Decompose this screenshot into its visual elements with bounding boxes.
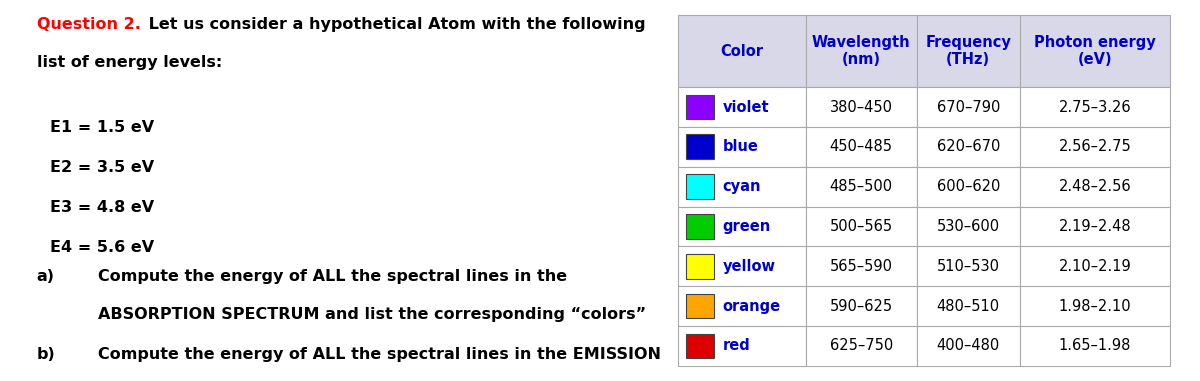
- Text: 590–625: 590–625: [829, 299, 893, 314]
- Text: 625–750: 625–750: [829, 338, 893, 353]
- Bar: [806, 247, 917, 286]
- Bar: [806, 207, 917, 247]
- Text: Frequency
(THz): Frequency (THz): [925, 35, 1012, 67]
- Bar: [917, 326, 1020, 366]
- Bar: [685, 134, 714, 159]
- Text: 2.48–2.56: 2.48–2.56: [1058, 179, 1132, 194]
- Bar: [1020, 326, 1170, 366]
- Bar: [1020, 167, 1170, 207]
- Text: 620–670: 620–670: [936, 139, 1000, 154]
- Text: violet: violet: [722, 99, 769, 115]
- Text: 510–530: 510–530: [937, 259, 1000, 274]
- Bar: [806, 15, 917, 87]
- Text: E3 = 4.8 eV: E3 = 4.8 eV: [49, 200, 154, 215]
- Text: 670–790: 670–790: [936, 99, 1000, 115]
- Text: list of energy levels:: list of energy levels:: [37, 55, 222, 70]
- Text: 1.65–1.98: 1.65–1.98: [1058, 338, 1132, 353]
- Bar: [1020, 207, 1170, 247]
- Bar: [1020, 87, 1170, 127]
- Bar: [806, 286, 917, 326]
- Text: 380–450: 380–450: [829, 99, 893, 115]
- Bar: [806, 87, 917, 127]
- Bar: [685, 94, 714, 119]
- Text: cyan: cyan: [722, 179, 761, 194]
- Text: 530–600: 530–600: [937, 219, 1000, 234]
- Text: 2.19–2.48: 2.19–2.48: [1058, 219, 1132, 234]
- Text: 400–480: 400–480: [937, 338, 1000, 353]
- Text: 565–590: 565–590: [829, 259, 893, 274]
- Text: 485–500: 485–500: [829, 179, 893, 194]
- Bar: [678, 127, 806, 167]
- Bar: [1020, 286, 1170, 326]
- Text: E1 = 1.5 eV: E1 = 1.5 eV: [49, 120, 154, 135]
- Text: 2.75–3.26: 2.75–3.26: [1058, 99, 1132, 115]
- Text: 1.98–2.10: 1.98–2.10: [1058, 299, 1132, 314]
- Text: Photon energy
(eV): Photon energy (eV): [1034, 35, 1156, 67]
- Bar: [678, 207, 806, 247]
- Bar: [806, 127, 917, 167]
- Bar: [685, 254, 714, 279]
- Bar: [685, 214, 714, 239]
- Bar: [917, 286, 1020, 326]
- Text: E2 = 3.5 eV: E2 = 3.5 eV: [49, 160, 154, 175]
- Bar: [1020, 15, 1170, 87]
- Bar: [678, 247, 806, 286]
- Text: Color: Color: [720, 44, 763, 59]
- Bar: [678, 15, 806, 87]
- Text: 500–565: 500–565: [829, 219, 893, 234]
- Bar: [685, 174, 714, 199]
- Text: orange: orange: [722, 299, 781, 314]
- Bar: [806, 326, 917, 366]
- Bar: [678, 167, 806, 207]
- Text: yellow: yellow: [722, 259, 775, 274]
- Bar: [917, 207, 1020, 247]
- Bar: [685, 294, 714, 319]
- Text: Question 2.: Question 2.: [37, 17, 140, 32]
- Bar: [806, 167, 917, 207]
- Text: 480–510: 480–510: [937, 299, 1000, 314]
- Text: blue: blue: [722, 139, 758, 154]
- Text: 2.10–2.19: 2.10–2.19: [1058, 259, 1132, 274]
- Text: green: green: [722, 219, 772, 234]
- Text: a): a): [37, 269, 55, 283]
- Bar: [678, 286, 806, 326]
- Text: Let us consider a hypothetical Atom with the following: Let us consider a hypothetical Atom with…: [143, 17, 646, 32]
- Bar: [678, 326, 806, 366]
- Bar: [917, 15, 1020, 87]
- Text: Compute the energy of ALL the spectral lines in the EMISSION: Compute the energy of ALL the spectral l…: [98, 347, 661, 362]
- Bar: [917, 127, 1020, 167]
- Bar: [1020, 127, 1170, 167]
- Text: red: red: [722, 338, 750, 353]
- Text: b): b): [37, 347, 55, 362]
- Text: 2.56–2.75: 2.56–2.75: [1058, 139, 1132, 154]
- Bar: [678, 87, 806, 127]
- Bar: [917, 167, 1020, 207]
- Bar: [917, 247, 1020, 286]
- Text: E4 = 5.6 eV: E4 = 5.6 eV: [49, 240, 154, 255]
- Text: ABSORPTION SPECTRUM and list the corresponding “colors”: ABSORPTION SPECTRUM and list the corresp…: [98, 307, 646, 322]
- Bar: [917, 87, 1020, 127]
- Text: Compute the energy of ALL the spectral lines in the: Compute the energy of ALL the spectral l…: [98, 269, 566, 283]
- Bar: [685, 333, 714, 358]
- Text: 600–620: 600–620: [936, 179, 1000, 194]
- Text: 450–485: 450–485: [829, 139, 893, 154]
- Text: Wavelength
(nm): Wavelength (nm): [812, 35, 911, 67]
- Bar: [1020, 247, 1170, 286]
